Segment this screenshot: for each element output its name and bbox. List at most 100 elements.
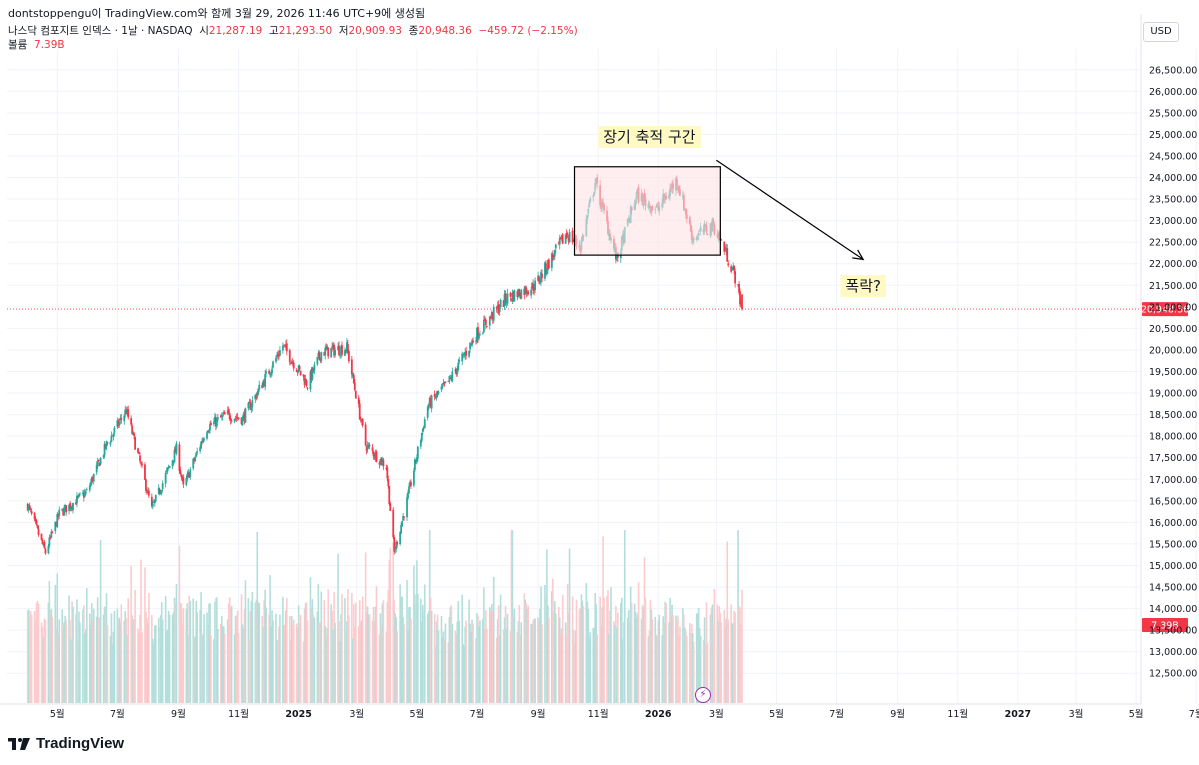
- volume-bar: [309, 577, 312, 703]
- candle-body: [538, 276, 540, 282]
- volume-bar: [26, 610, 29, 703]
- candle-body: [472, 340, 474, 343]
- volume-bar: [621, 638, 624, 703]
- volume-bar: [386, 602, 389, 703]
- volume-bar: [330, 604, 332, 703]
- volume-bar: [692, 641, 695, 703]
- candle-body: [347, 344, 349, 352]
- candle-body: [199, 447, 202, 452]
- candle-body: [346, 342, 348, 353]
- volume-bar: [217, 628, 219, 703]
- candle-body: [360, 419, 363, 422]
- symbol-name[interactable]: 나스닥 컴포지트 인덱스 · 1날 · NASDAQ: [8, 25, 193, 37]
- volume-bar: [223, 633, 226, 703]
- volume-bar: [96, 597, 99, 703]
- volume-bar: [648, 630, 651, 703]
- candle-body: [216, 417, 219, 420]
- volume-bar: [195, 600, 197, 703]
- candle-body: [565, 233, 568, 235]
- volume-bar: [206, 612, 208, 703]
- candle-body: [295, 369, 298, 372]
- volume-bar: [699, 635, 702, 703]
- candle-body: [42, 543, 45, 546]
- volume-bar: [704, 645, 707, 703]
- volume-bar: [109, 635, 112, 703]
- volume-bar: [413, 565, 415, 703]
- volume-bar: [389, 548, 392, 703]
- candle-body: [174, 448, 177, 453]
- volume-bar: [346, 621, 348, 703]
- candle-body: [399, 532, 402, 544]
- candle-body: [91, 476, 94, 482]
- candle-body: [27, 505, 30, 511]
- candle-body: [547, 259, 550, 269]
- candle-body: [141, 463, 143, 466]
- candle-body: [297, 365, 300, 372]
- candle-body: [201, 441, 203, 443]
- time-tick-label: 3월: [1069, 708, 1084, 720]
- volume-bar: [635, 617, 638, 703]
- volume-bar: [291, 625, 294, 703]
- candle-body: [63, 507, 66, 516]
- volume-bar: [124, 610, 127, 703]
- price-tick-label: 21,000.00: [1149, 302, 1197, 313]
- currency-button[interactable]: USD: [1143, 22, 1179, 42]
- volume-bar: [689, 632, 692, 703]
- candle-body: [161, 483, 164, 490]
- candle-body: [568, 232, 571, 243]
- volume-bar: [297, 605, 300, 703]
- price-tick-label: 26,000.00: [1149, 87, 1197, 98]
- price-tick-label: 14,000.00: [1149, 604, 1197, 615]
- candle-body: [499, 299, 502, 308]
- candle-body: [385, 467, 388, 469]
- volume-bar: [613, 621, 615, 703]
- candle-body: [477, 327, 479, 339]
- volume-bar: [178, 545, 181, 703]
- candle-body: [457, 362, 460, 371]
- volume-bar: [118, 617, 121, 703]
- candle-body: [465, 351, 468, 356]
- volume-bar: [98, 617, 101, 703]
- volume-bar: [587, 608, 590, 703]
- lightning-icon[interactable]: ⚡: [695, 687, 711, 703]
- volume-bar: [202, 635, 204, 703]
- candle-body: [255, 395, 258, 399]
- volume-bar: [324, 625, 327, 703]
- candle-body: [56, 514, 59, 528]
- volume-bar: [441, 637, 444, 703]
- candle-body: [180, 474, 183, 478]
- candle-body: [504, 293, 507, 302]
- candle-body: [421, 428, 424, 433]
- volume-bar: [221, 626, 224, 703]
- volume-bar: [615, 605, 617, 703]
- volume-bar: [319, 622, 322, 703]
- volume-bar: [426, 614, 429, 703]
- volume-bar: [97, 617, 100, 703]
- candle-body: [233, 418, 236, 422]
- candle-body: [503, 294, 506, 306]
- volume-bar: [283, 624, 285, 703]
- volume-bar: [495, 637, 498, 703]
- price-tick-label: 12,500.00: [1149, 669, 1197, 680]
- volume-bar: [430, 611, 433, 703]
- volume-legend: 볼륨 7.39B: [8, 37, 65, 52]
- volume-bar: [642, 607, 645, 703]
- volume-bar: [207, 624, 209, 703]
- candle-body: [103, 443, 106, 456]
- volume-bar: [44, 620, 47, 703]
- volume-bar: [546, 549, 548, 703]
- volume-bar: [268, 614, 270, 703]
- volume-bar: [545, 596, 547, 703]
- candle-body: [282, 344, 285, 346]
- volume-bar: [616, 627, 618, 703]
- price-tick-label: 18,000.00: [1149, 432, 1197, 443]
- candle-body: [738, 284, 740, 293]
- time-tick-label: 9월: [531, 708, 546, 720]
- volume-bar: [387, 589, 390, 703]
- volume-bar: [567, 612, 570, 703]
- time-tick-label: 2026: [645, 709, 672, 720]
- candle-body: [70, 506, 72, 510]
- volume-bar: [407, 630, 409, 703]
- candle-body: [164, 473, 167, 484]
